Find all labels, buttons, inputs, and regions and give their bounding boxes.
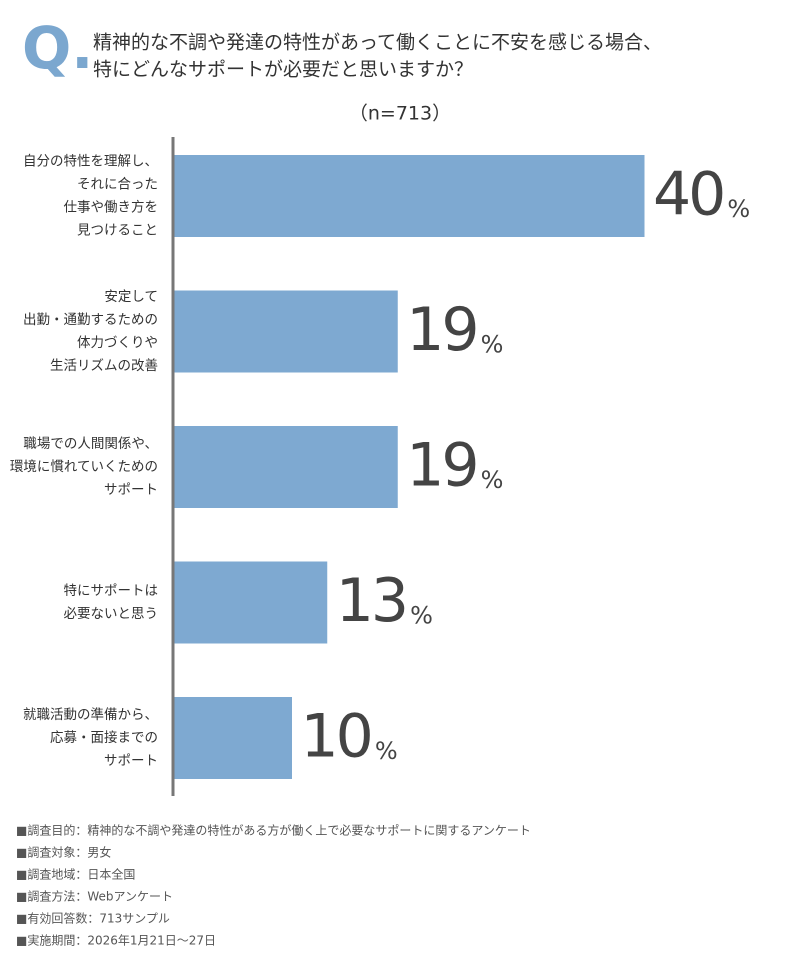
chart-title: 特にどんなサポートが必要だと思いますか？ bbox=[93, 59, 473, 81]
category-label: 職場での人間関係や、 bbox=[23, 436, 158, 452]
footnote: ■実施期間：2026年1月21日～27日 bbox=[16, 933, 216, 948]
footnote: ■有効回答数：713サンプル bbox=[16, 911, 170, 926]
category-label: サポート bbox=[104, 753, 158, 769]
footnote: ■調査地域：日本全国 bbox=[16, 867, 135, 882]
category-label: サポート bbox=[104, 482, 158, 498]
value-label: 13 bbox=[336, 566, 406, 636]
category-label: 安定して bbox=[104, 289, 158, 305]
footnote: ■調査対象：男女 bbox=[16, 845, 111, 860]
value-label: 40 bbox=[653, 160, 723, 230]
category-label: 体力づくりや bbox=[77, 335, 158, 351]
chart-title: 精神的な不調や発達の特性があって働くことに不安を感じる場合、 bbox=[93, 32, 662, 54]
bar bbox=[174, 561, 328, 644]
category-label: 自分の特性を理解し、 bbox=[23, 154, 158, 170]
value-label: 19 bbox=[406, 431, 476, 501]
chart-subtitle: （n=713） bbox=[349, 103, 451, 125]
value-label: 10 bbox=[301, 702, 371, 772]
footnote: ■調査目的：精神的な不調や発達の特性がある方が働く上で必要なサポートに関するアン… bbox=[16, 823, 531, 838]
value-unit: % bbox=[481, 331, 504, 359]
bar bbox=[174, 697, 292, 779]
category-label: 生活リズムの改善 bbox=[50, 358, 158, 374]
value-unit: % bbox=[481, 466, 504, 494]
question-mark: Q. bbox=[22, 14, 93, 82]
category-label: 応募・面接までの bbox=[50, 729, 158, 746]
category-label: 出勤・通勤するための bbox=[23, 312, 158, 328]
category-label: それに合った bbox=[77, 177, 158, 193]
value-unit: % bbox=[410, 602, 433, 630]
value-unit: % bbox=[375, 737, 398, 765]
category-label: 仕事や働き方を bbox=[64, 200, 159, 216]
value-label: 19 bbox=[406, 295, 476, 365]
category-label: 環境に慣れていくための bbox=[10, 459, 158, 475]
category-label: 必要ないと思う bbox=[64, 606, 159, 622]
value-unit: % bbox=[727, 195, 750, 223]
footnote: ■調査方法：Webアンケート bbox=[16, 889, 173, 904]
bar bbox=[174, 155, 645, 237]
category-label: 見つけること bbox=[77, 223, 158, 239]
category-label: 特にサポートは bbox=[64, 583, 159, 599]
bar bbox=[174, 290, 398, 373]
bar bbox=[174, 426, 398, 508]
category-label: 就職活動の準備から、 bbox=[23, 707, 158, 723]
